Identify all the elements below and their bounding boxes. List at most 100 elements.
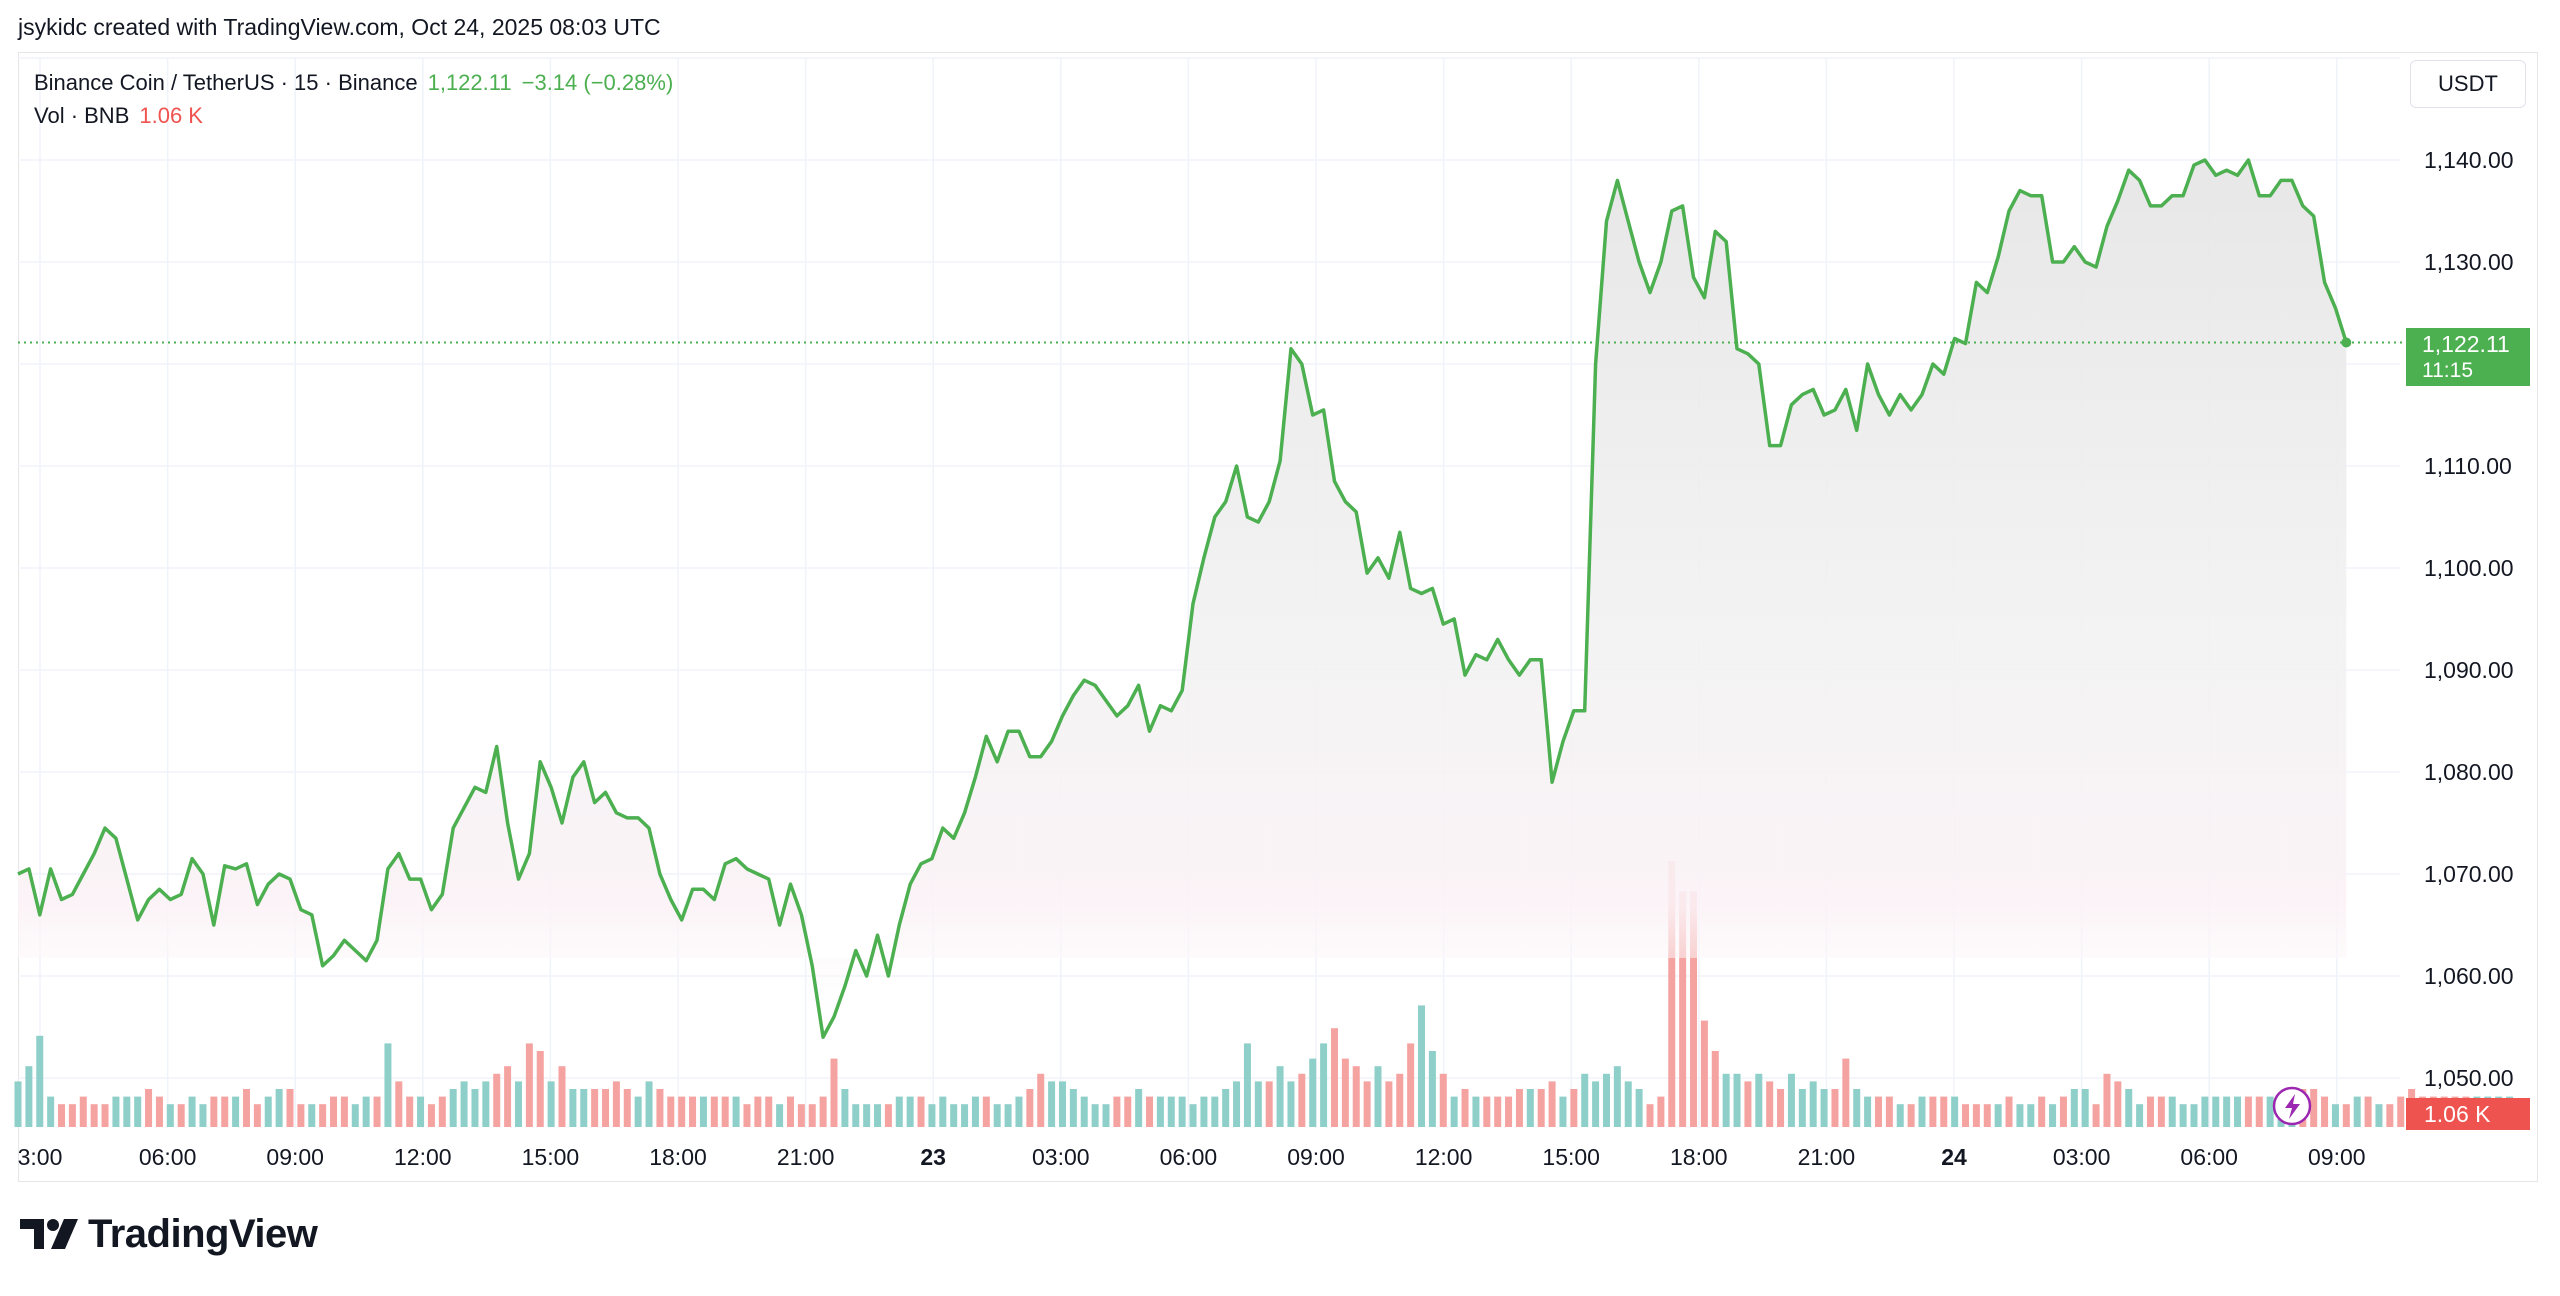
volume-label[interactable]: Vol · BNB xyxy=(34,103,130,128)
volume-bar xyxy=(177,1104,185,1127)
volume-bar xyxy=(264,1096,272,1127)
volume-bar xyxy=(2331,1104,2339,1127)
time-tick-label: 06:00 xyxy=(139,1144,197,1170)
volume-bar xyxy=(1896,1104,1904,1127)
volume-bar xyxy=(1233,1081,1241,1127)
volume-bar xyxy=(1537,1089,1545,1127)
volume-bar xyxy=(1385,1081,1393,1127)
volume-bar xyxy=(906,1096,914,1127)
chart-legend: Binance Coin / TetherUS · 15 · Binance 1,… xyxy=(34,66,673,132)
price-area-fill xyxy=(18,160,2347,1038)
volume-bar xyxy=(2005,1096,2013,1127)
volume-bar xyxy=(786,1096,794,1127)
volume-bar xyxy=(2049,1104,2057,1127)
volume-bar xyxy=(602,1089,610,1127)
volume-bar xyxy=(1396,1073,1404,1127)
volume-bar xyxy=(1320,1043,1328,1127)
time-tick-label: 06:00 xyxy=(1160,1144,1218,1170)
volume-bar xyxy=(2081,1089,2089,1127)
volume-bar xyxy=(2244,1096,2252,1127)
volume-bar xyxy=(1418,1005,1426,1127)
volume-bar xyxy=(1787,1073,1795,1127)
time-tick-label: 3:00 xyxy=(18,1144,63,1170)
volume-bar xyxy=(612,1081,620,1127)
volume-bar xyxy=(90,1104,98,1127)
volume-value: 1.06 K xyxy=(139,103,203,128)
volume-bar xyxy=(1548,1081,1556,1127)
volume-row: Vol · BNB 1.06 K xyxy=(34,99,673,132)
volume-bar xyxy=(1309,1058,1317,1127)
time-tick-label: 09:00 xyxy=(2308,1144,2366,1170)
volume-bar xyxy=(1026,1089,1034,1127)
tradingview-logo[interactable]: TradingView xyxy=(20,1212,318,1256)
volume-bar xyxy=(308,1104,316,1127)
volume-bar xyxy=(1864,1096,1872,1127)
volume-bar xyxy=(1494,1096,1502,1127)
volume-bar xyxy=(591,1089,599,1127)
volume-bar xyxy=(2190,1104,2198,1127)
time-tick-label: 21:00 xyxy=(777,1144,835,1170)
time-tick-label: 06:00 xyxy=(2180,1144,2238,1170)
volume-bar xyxy=(438,1096,446,1127)
volume-bar xyxy=(1744,1081,1752,1127)
volume-bar xyxy=(1951,1096,1959,1127)
volume-bar xyxy=(2027,1104,2035,1127)
volume-bar xyxy=(2386,1104,2394,1127)
time-tick-label: 03:00 xyxy=(1032,1144,1090,1170)
price-tick-label: 1,080.00 xyxy=(2424,759,2514,785)
volume-bar xyxy=(852,1104,860,1127)
volume-bar xyxy=(427,1104,435,1127)
currency-button[interactable]: USDT xyxy=(2410,60,2526,108)
volume-badge: 1.06 K xyxy=(2406,1098,2530,1130)
volume-bar xyxy=(406,1096,414,1127)
volume-bar xyxy=(1613,1066,1621,1127)
price-tick-label: 1,070.00 xyxy=(2424,861,2514,887)
volume-bar xyxy=(2146,1096,2154,1127)
volume-bar xyxy=(776,1104,784,1127)
time-tick-label: 03:00 xyxy=(2053,1144,2111,1170)
volume-bar xyxy=(797,1104,805,1127)
volume-bar xyxy=(678,1096,686,1127)
volume-bar xyxy=(1766,1081,1774,1127)
volume-bar xyxy=(2059,1096,2067,1127)
volume-bar xyxy=(340,1096,348,1127)
volume-bar xyxy=(1363,1081,1371,1127)
volume-bar xyxy=(1983,1104,1991,1127)
volume-bar xyxy=(1135,1089,1143,1127)
volume-bar xyxy=(275,1089,283,1127)
volume-bar xyxy=(667,1096,675,1127)
volume-bar xyxy=(2321,1096,2329,1127)
volume-bar xyxy=(1505,1096,1513,1127)
time-axis[interactable]: 3:00 06:00 09:00 12:00 15:00 18:00 21:00 23 03:0… xyxy=(18,1144,2366,1170)
volume-bar xyxy=(2375,1104,2383,1127)
volume-bar xyxy=(2038,1096,2046,1127)
volume-bar xyxy=(210,1096,218,1127)
volume-bar xyxy=(1156,1096,1164,1127)
symbol-row: Binance Coin / TetherUS · 15 · Binance 1,… xyxy=(34,66,673,99)
price-tick-label: 1,090.00 xyxy=(2424,657,2514,683)
volume-bar xyxy=(449,1089,457,1127)
volume-bar xyxy=(1483,1096,1491,1127)
volume-bar xyxy=(2201,1096,2209,1127)
volume-bar xyxy=(514,1081,522,1127)
volume-bar xyxy=(1069,1089,1077,1127)
volume-bar xyxy=(199,1104,207,1127)
symbol-title[interactable]: Binance Coin / TetherUS · 15 · Binance xyxy=(34,70,418,95)
volume-bar xyxy=(2179,1104,2187,1127)
price-axis[interactable]: 1,140.00 1,130.00 1,110.00 1,100.00 1,090.00… xyxy=(2424,147,2514,1091)
flash-icon[interactable] xyxy=(2272,1086,2312,1126)
volume-bar xyxy=(1777,1089,1785,1127)
volume-bar xyxy=(417,1096,425,1127)
chart-attribution: jsykidc created with TradingView.com, Oc… xyxy=(18,14,661,40)
volume-bar xyxy=(863,1104,871,1127)
volume-bar xyxy=(188,1096,196,1127)
volume-bar xyxy=(504,1066,512,1127)
volume-bar xyxy=(623,1089,631,1127)
volume-badge-label: 1.06 K xyxy=(2424,1101,2491,1127)
time-tick-label: 09:00 xyxy=(266,1144,324,1170)
volume-bar xyxy=(2092,1104,2100,1127)
volume-bar xyxy=(1091,1104,1099,1127)
volume-bar xyxy=(1352,1066,1360,1127)
volume-bar xyxy=(950,1104,958,1127)
